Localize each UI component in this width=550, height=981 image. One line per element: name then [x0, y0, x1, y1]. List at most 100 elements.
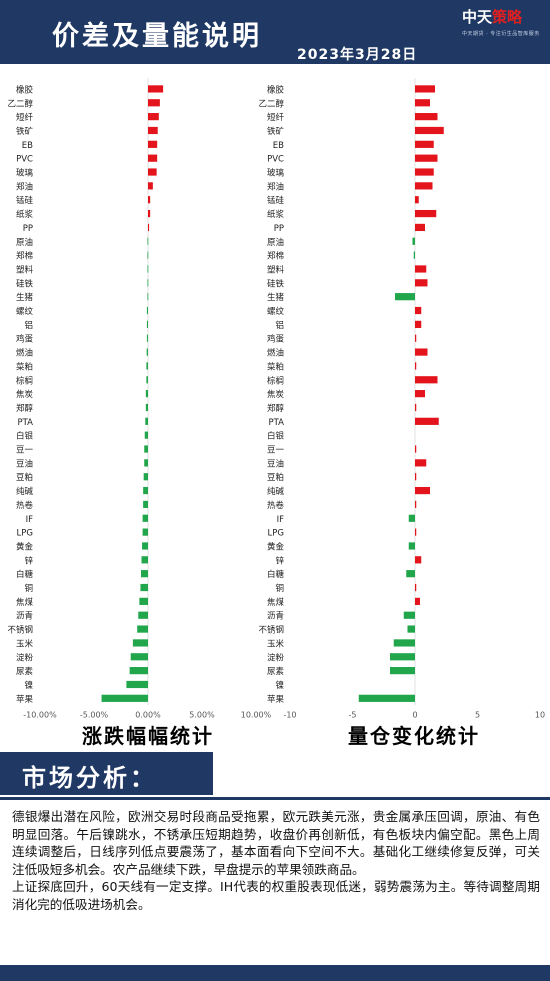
- bar: [407, 625, 415, 633]
- category-label: LPG: [17, 529, 33, 539]
- bar: [358, 694, 415, 702]
- bar: [395, 293, 415, 301]
- bar: [148, 140, 158, 148]
- category-label: 螺纹: [267, 306, 285, 317]
- category-label: PTA: [269, 418, 285, 428]
- x-tick-label: -10.00%: [23, 710, 57, 719]
- bar: [415, 223, 425, 232]
- brand-tagline: 中天期货 · 专注衍生品智库服务: [462, 31, 540, 37]
- bar: [138, 611, 148, 619]
- bar: [415, 556, 422, 564]
- category-label: 郑棉: [16, 251, 33, 262]
- category-label: IF: [26, 515, 34, 525]
- category-label: 橡胶: [267, 84, 285, 95]
- bar: [146, 362, 148, 370]
- bar: [415, 209, 437, 218]
- category-label: PTA: [18, 418, 34, 428]
- bar: [143, 473, 148, 481]
- bar: [140, 583, 148, 592]
- category-label: 塑料: [267, 264, 285, 275]
- bar: [146, 376, 148, 384]
- bar: [148, 85, 164, 93]
- category-label: 玉米: [267, 638, 285, 649]
- category-label: 尿素: [267, 666, 285, 677]
- category-label: 原油: [16, 237, 33, 248]
- bar: [415, 320, 422, 328]
- bar: [415, 376, 438, 384]
- bar: [143, 486, 148, 495]
- category-label: 鸡蛋: [267, 334, 285, 345]
- category-label: 纯碱: [16, 486, 34, 497]
- category-label: 棕榈: [16, 375, 33, 386]
- report-date: 2023年3月28日: [297, 47, 418, 63]
- category-label: 白银: [267, 431, 285, 442]
- bar: [415, 279, 428, 287]
- x-tick-label: 10: [535, 710, 545, 719]
- bar: [415, 306, 422, 315]
- bar: [415, 126, 444, 135]
- category-label: 铜: [24, 583, 33, 594]
- analysis-text: 德银爆出潜在风险，欧洲交易时段商品受拖累，欧元跌美元涨，贵金属承压回调，原油、有…: [12, 808, 540, 913]
- category-label: 热卷: [16, 500, 34, 511]
- category-label: 豆粕: [16, 472, 33, 483]
- category-label: 郑棉: [267, 251, 284, 262]
- bar: [146, 348, 148, 356]
- bar: [403, 611, 415, 619]
- bar: [390, 667, 415, 675]
- category-label: 沥青: [267, 611, 284, 622]
- brand-logo: 中天策略: [462, 8, 523, 26]
- category-label: 苹果: [16, 694, 34, 705]
- category-label: 玉米: [16, 638, 34, 649]
- category-label: 不锈钢: [258, 625, 284, 636]
- bar: [148, 182, 153, 190]
- bar: [142, 528, 148, 536]
- category-label: 玻璃: [16, 168, 34, 179]
- footer-bar: [0, 965, 550, 981]
- category-label: LPG: [268, 529, 284, 539]
- bar: [148, 196, 151, 204]
- bar: [413, 251, 415, 259]
- bar: [406, 570, 415, 578]
- bar: [129, 667, 148, 675]
- category-label: 燃油: [267, 348, 284, 359]
- bar: [415, 362, 417, 370]
- bar: [412, 237, 415, 245]
- category-label: 不锈钢: [7, 625, 33, 636]
- bar: [132, 639, 148, 647]
- category-label: 纸浆: [16, 209, 34, 220]
- category-label: 淀粉: [16, 652, 34, 663]
- bar: [415, 403, 417, 412]
- x-tick-label: 0: [412, 710, 417, 719]
- bar: [415, 459, 427, 467]
- category-label: 菜粕: [267, 361, 284, 372]
- bar: [415, 528, 417, 536]
- page-title: 价差及量能说明: [52, 21, 262, 52]
- category-label: 锌: [24, 555, 33, 566]
- category-label: 豆一: [267, 446, 285, 456]
- bar: [101, 694, 148, 702]
- category-label: 棕榈: [267, 375, 284, 386]
- bar: [142, 542, 148, 550]
- bar: [415, 486, 430, 495]
- bar: [408, 542, 415, 550]
- bar: [415, 473, 417, 481]
- category-label: 黄金: [267, 541, 285, 552]
- bar: [415, 348, 428, 356]
- category-label: 豆油: [267, 458, 284, 469]
- bar: [148, 113, 159, 121]
- category-label: 焦煤: [16, 597, 34, 608]
- category-label: 生猪: [16, 292, 34, 303]
- analysis-paragraph: 德银爆出潜在风险，欧洲交易时段商品受拖累，欧元跌美元涨，贵金属承压回调，原油、有…: [12, 809, 540, 877]
- bar: [148, 168, 157, 176]
- category-label: PP: [23, 224, 33, 234]
- category-label: 黄金: [16, 541, 34, 552]
- bar: [148, 209, 151, 218]
- category-label: 热卷: [267, 500, 285, 511]
- category-label: 菜粕: [16, 361, 33, 372]
- category-label: 焦炭: [267, 389, 285, 400]
- category-label: PVC: [16, 155, 33, 165]
- bar: [147, 265, 149, 273]
- bar: [415, 196, 419, 204]
